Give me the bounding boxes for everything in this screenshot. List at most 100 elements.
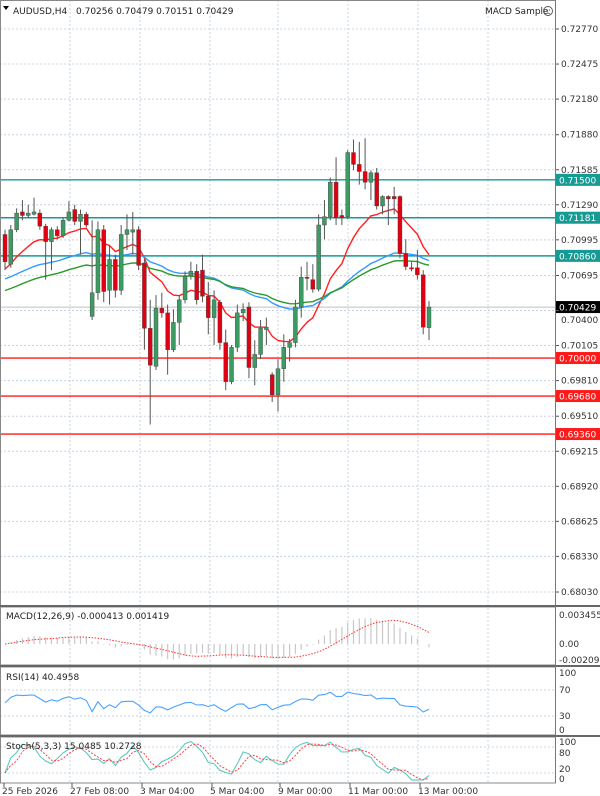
candle-bullish [78, 214, 83, 222]
candle-bearish [269, 374, 275, 396]
candle-bullish [299, 277, 304, 308]
candle-bearish [351, 152, 356, 165]
candle-bullish [380, 196, 385, 207]
candle-bearish [310, 279, 316, 290]
rsi-axis-label: 0 [559, 726, 565, 736]
candle-bearish [403, 253, 408, 267]
candle-bullish [264, 326, 269, 330]
rsi-label: RSI(14) 40.4958 [6, 673, 79, 683]
rsi-axis-label: 100 [559, 669, 576, 679]
support-level-price: 0.69360 [559, 431, 596, 441]
stoch-signal-line [4, 743, 430, 781]
candle-bullish [258, 328, 263, 355]
candle-bullish [153, 307, 159, 367]
price-label: 0.70105 [561, 342, 598, 352]
time-label: 13 Mar 00:00 [418, 787, 478, 796]
price-label: 0.70995 [561, 236, 598, 246]
candle-bearish [200, 269, 205, 297]
candle-bullish [368, 172, 374, 183]
price-label: 0.68920 [561, 482, 598, 492]
support-level-price: 0.70000 [559, 355, 596, 365]
macd-axis-label: 0.00 [559, 640, 579, 650]
candle-bullish [316, 224, 321, 290]
ma-mid-line [4, 251, 430, 310]
sad-face-icon[interactable] [543, 6, 553, 16]
candle-bullish [182, 275, 188, 301]
resistance-level-tag [556, 211, 600, 224]
price-label: 0.69810 [561, 377, 598, 387]
stoch-axis-label: 20 [559, 765, 571, 775]
time-label: 5 Mar 04:00 [210, 787, 265, 796]
candle-bullish [275, 368, 281, 396]
candle-bullish [240, 309, 246, 314]
support-level-tag [556, 352, 600, 365]
candle-bearish [246, 306, 252, 368]
candle-bullish [14, 212, 19, 230]
candle-bearish [55, 229, 60, 236]
candle-bearish [386, 196, 391, 200]
candle-bearish [20, 211, 25, 216]
candle-bearish [43, 225, 48, 242]
candle-bullish [107, 259, 112, 291]
candle-bearish [223, 342, 228, 382]
candle-bullish [66, 211, 72, 221]
candle-bearish [206, 296, 211, 318]
price-label: 0.69510 [561, 412, 598, 422]
rsi-axis-label: 70 [559, 686, 571, 696]
candle-bearish [304, 277, 310, 279]
candle-bullish [177, 299, 182, 323]
candle-bearish [397, 196, 403, 254]
stoch-axis-label: 80 [559, 749, 571, 759]
candle-bearish [136, 229, 141, 266]
dropdown-triangle-icon[interactable] [3, 6, 9, 10]
ma-fast-line [4, 208, 430, 343]
candle-bullish [252, 354, 257, 368]
candle-bullish [89, 292, 95, 317]
candle-bearish [84, 214, 89, 226]
candle-bullish [328, 182, 333, 217]
candle-bullish [130, 229, 135, 233]
candle-bullish [293, 306, 298, 343]
candle-bearish [2, 234, 8, 263]
time-label: 9 Mar 00:00 [278, 787, 333, 796]
resistance-level-price: 0.70860 [559, 252, 596, 262]
candles [2, 138, 432, 425]
candle-bullish [281, 347, 286, 369]
candle-bearish [409, 267, 414, 270]
candle-bearish [420, 274, 426, 328]
candle-bullish [95, 229, 101, 293]
expert-name[interactable]: MACD Sample [485, 7, 549, 17]
candle-bullish [31, 211, 37, 215]
current-price: 0.70429 [559, 304, 596, 314]
price-label: 0.72770 [561, 25, 598, 35]
price-label: 0.68625 [561, 517, 598, 527]
candle-bearish [333, 182, 339, 219]
stoch-axis-label: 100 [559, 738, 576, 748]
price-label: 0.70400 [561, 316, 598, 326]
moving-averages [4, 208, 430, 343]
candle-bearish [165, 312, 170, 350]
support-level-tag [556, 390, 600, 403]
symbol-timeframe: AUDUSD,H4 [13, 7, 68, 17]
candle-bearish [194, 271, 199, 301]
price-label: 0.71585 [561, 166, 598, 176]
candle-bullish [118, 234, 124, 291]
candle-bearish [374, 172, 379, 207]
ohlc-values: 0.70256 0.70479 0.70151 0.70429 [76, 7, 234, 17]
ma-slow-line [4, 259, 430, 305]
candle-bearish [391, 196, 397, 200]
stoch-label: Stoch(5,3,3) 15.0485 10.2728 [6, 742, 142, 752]
resistance-level-tag [556, 249, 600, 262]
price-label: 0.68030 [561, 588, 598, 598]
time-label: 27 Feb 08:00 [70, 787, 129, 796]
candle-bearish [159, 307, 165, 314]
price-label: 0.71880 [561, 131, 598, 141]
candle-bullish [49, 229, 54, 242]
candle-bearish [415, 267, 420, 276]
candle-bullish [229, 347, 234, 382]
candle-bullish [26, 212, 31, 216]
current-price-tag [556, 301, 600, 314]
candle-bearish [362, 171, 368, 183]
